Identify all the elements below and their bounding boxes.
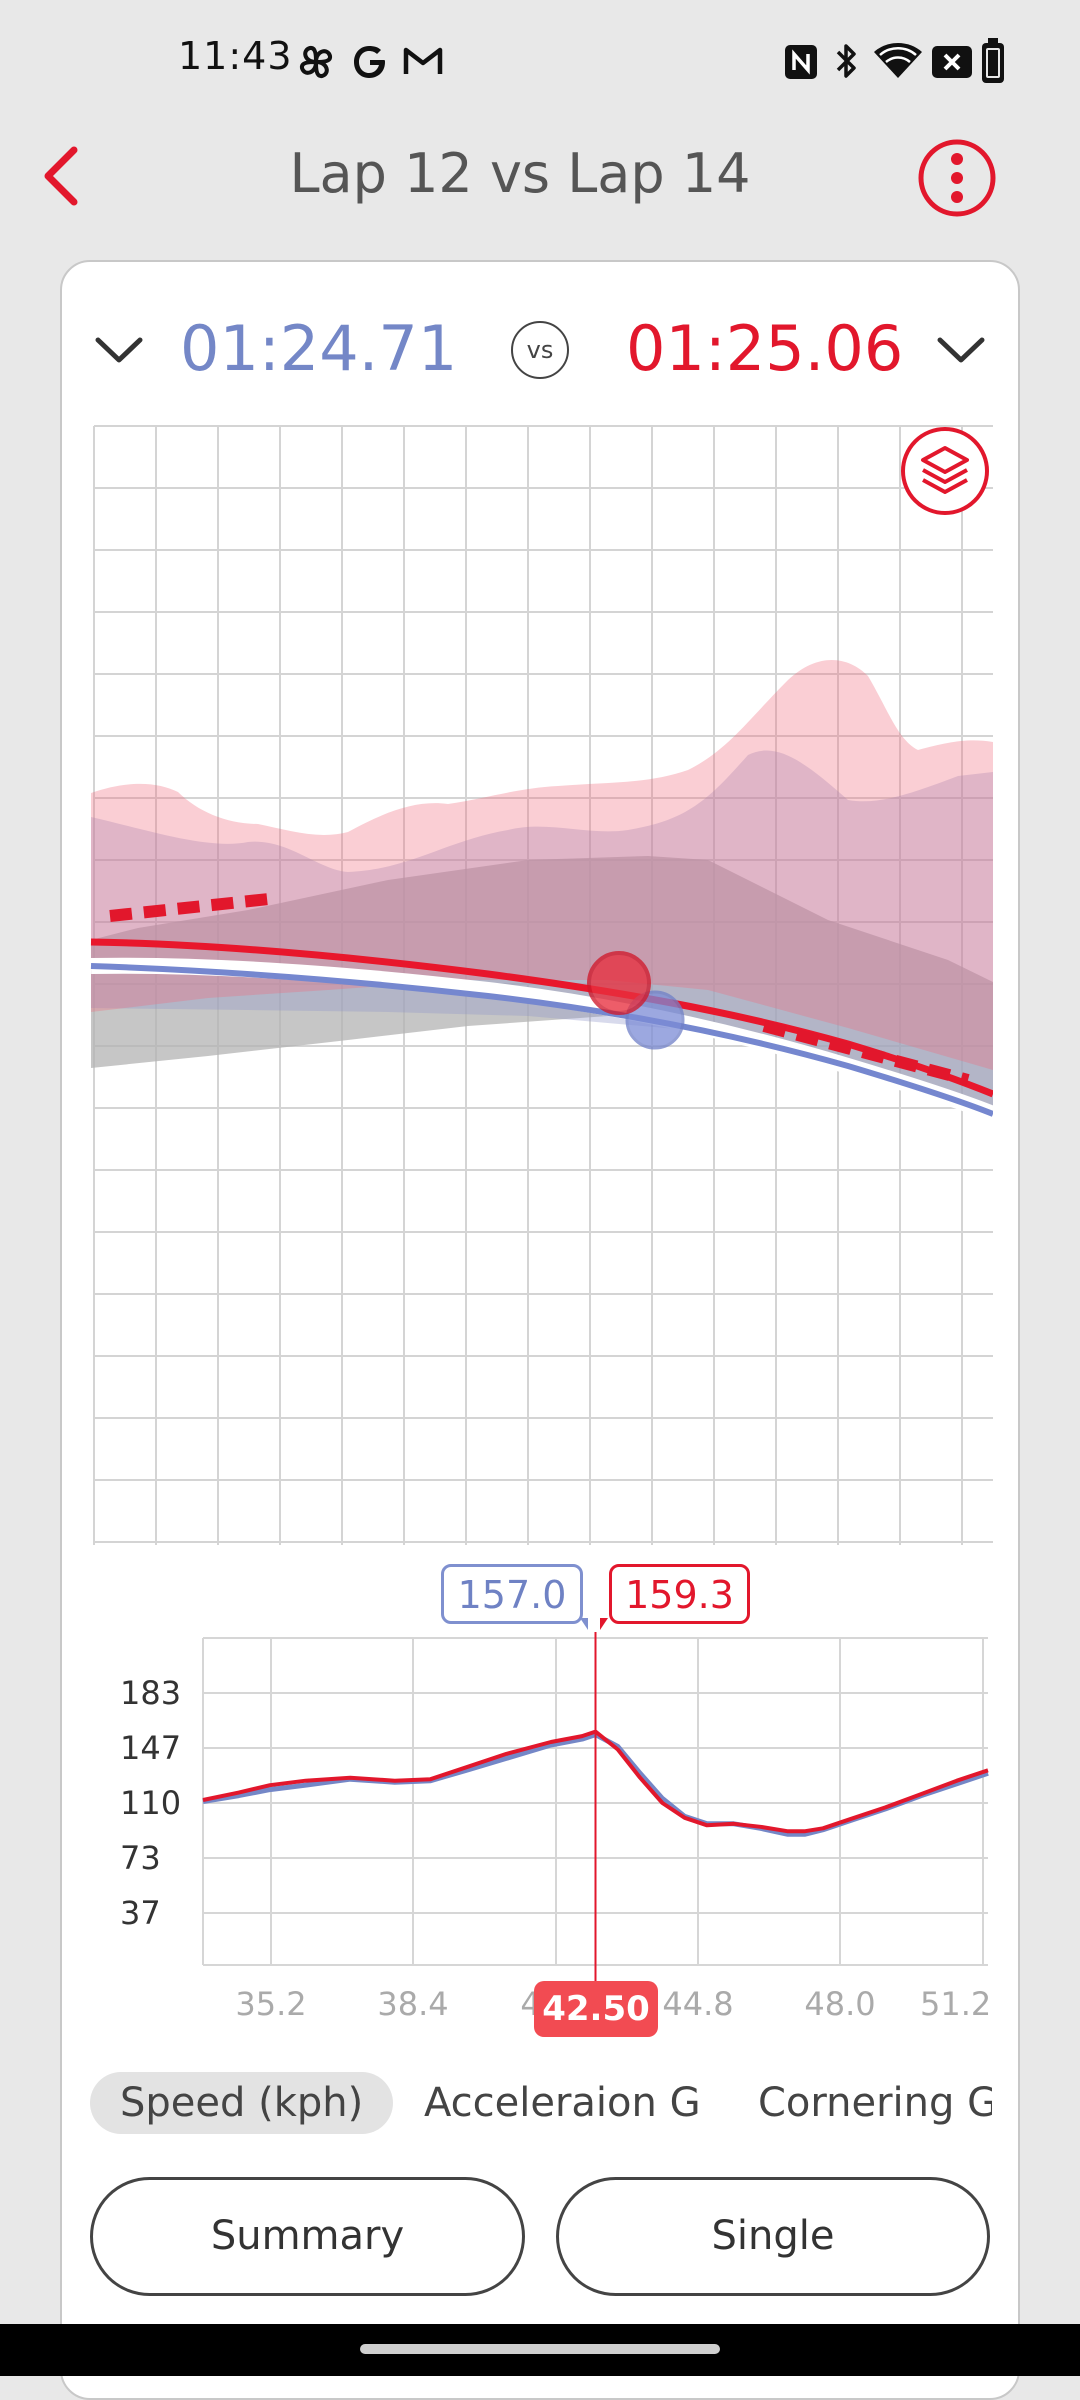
tab-speed[interactable]: Speed (kph) (90, 2072, 394, 2134)
bluetooth-icon (836, 44, 856, 78)
cursor-distance-badge: 42.50 (534, 1981, 658, 2037)
x-tick-label: 51.2 (920, 1985, 992, 2023)
y-tick-label: 73 (120, 1839, 161, 1877)
track-map[interactable] (88, 420, 993, 1545)
home-gesture-handle[interactable] (360, 2344, 720, 2354)
summary-button[interactable]: Summary (90, 2177, 525, 2296)
y-tick-label: 110 (120, 1784, 182, 1822)
metric-tabs: Speed (kph) Acceleraion G Cornering G (60, 2068, 992, 2140)
battery-icon (982, 38, 1004, 83)
status-bar: 11:43 (0, 0, 1080, 125)
lap-b-position-marker (587, 951, 651, 1015)
y-tick-label: 183 (120, 1674, 182, 1712)
single-button[interactable]: Single (556, 2177, 990, 2296)
tab-acceleration[interactable]: Acceleraion G (424, 2080, 701, 2126)
back-button[interactable] (40, 144, 84, 208)
x-tick-label: 48.0 (804, 1985, 876, 2023)
pinwheel-icon (299, 45, 333, 79)
more-options-button[interactable] (917, 138, 997, 218)
no-sim-icon (932, 46, 972, 78)
lap-a-dropdown[interactable] (92, 330, 146, 370)
page-title: Lap 12 vs Lap 14 (289, 142, 751, 205)
lap-a-time: 01:24.71 (180, 312, 458, 385)
lap-b-time: 01:25.06 (626, 312, 904, 385)
y-tick-label: 147 (120, 1729, 182, 1767)
x-tick-label: 35.2 (235, 1985, 307, 2023)
lap-a-line (90, 963, 993, 1117)
gmail-icon (403, 47, 443, 74)
lap-b-speed-tag: 159.3 (609, 1564, 750, 1624)
tab-cornering[interactable]: Cornering G (758, 2080, 992, 2126)
x-tick-label: 44.8 (662, 1985, 734, 2023)
wifi-icon (874, 43, 922, 78)
tag-pointers (580, 1618, 608, 1630)
lap-b-dropdown[interactable] (934, 330, 988, 370)
status-time: 11:43 (178, 34, 293, 78)
lap-a-speed-tag: 157.0 (441, 1564, 583, 1624)
layers-icon[interactable] (900, 426, 990, 516)
y-tick-label: 37 (120, 1894, 161, 1932)
google-icon (354, 46, 385, 78)
nfc-icon (785, 45, 817, 79)
lap-b-speed-line (202, 1729, 989, 1834)
lap-comparison-card (60, 260, 1020, 2400)
vs-badge: vs (511, 321, 569, 379)
x-tick-label: 38.4 (377, 1985, 449, 2023)
